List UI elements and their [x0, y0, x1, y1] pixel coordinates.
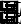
- Text: UKE1: UKE1: [3, 13, 21, 24]
- Bar: [7, 20, 9, 22]
- Bar: [3, 9, 5, 10]
- Text: FIG. 1A: FIG. 1A: [18, 2, 21, 20]
- Text: FIG. 1B: FIG. 1B: [18, 14, 21, 24]
- Bar: [7, 9, 9, 10]
- Bar: [14, 13, 16, 22]
- Bar: [10, 17, 13, 22]
- Bar: [14, 2, 16, 10]
- Bar: [3, 21, 5, 22]
- Text: HEL92.1.7: HEL92.1.7: [3, 2, 21, 20]
- Bar: [10, 6, 13, 10]
